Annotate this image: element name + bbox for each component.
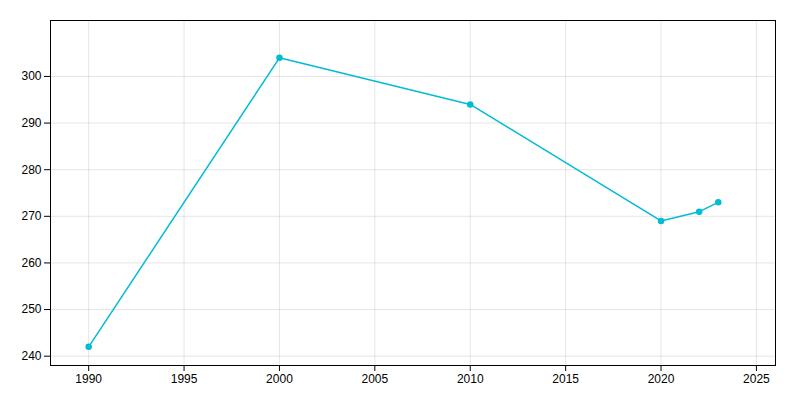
svg-text:290: 290 — [21, 116, 41, 130]
svg-text:2020: 2020 — [648, 372, 675, 386]
svg-text:250: 250 — [21, 302, 41, 316]
svg-text:280: 280 — [21, 163, 41, 177]
svg-text:300: 300 — [21, 69, 41, 83]
svg-text:2015: 2015 — [552, 372, 579, 386]
svg-text:1995: 1995 — [171, 372, 198, 386]
svg-text:240: 240 — [21, 349, 41, 363]
svg-text:2005: 2005 — [361, 372, 388, 386]
svg-text:270: 270 — [21, 209, 41, 223]
svg-text:1990: 1990 — [75, 372, 102, 386]
svg-text:260: 260 — [21, 256, 41, 270]
svg-text:2025: 2025 — [743, 372, 770, 386]
svg-text:2010: 2010 — [457, 372, 484, 386]
svg-text:2000: 2000 — [266, 372, 293, 386]
